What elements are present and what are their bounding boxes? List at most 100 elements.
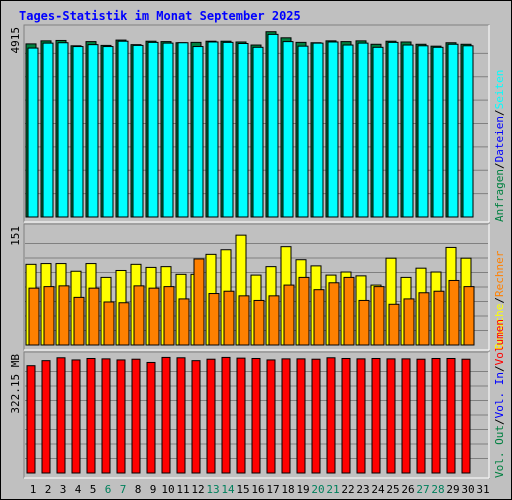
bar-seiten-day-6 <box>102 46 114 218</box>
bar-rechner-day-3 <box>58 285 70 346</box>
x-tick-label: 8 <box>135 483 142 496</box>
bar-seiten-day-14 <box>222 41 234 218</box>
bar-volumen-day-7 <box>116 359 126 474</box>
bar-seiten-day-16 <box>252 46 264 218</box>
x-tick-label: 26 <box>401 483 414 496</box>
x-tick-label: 24 <box>371 483 385 496</box>
x-tick-label: 15 <box>236 483 249 496</box>
x-tick-label: 1 <box>30 483 37 496</box>
bar-rechner-day-23 <box>358 299 370 346</box>
bar-volumen-day-19 <box>296 358 306 474</box>
bar-rechner-day-27 <box>418 292 430 346</box>
axis-max-label: 4915 <box>9 27 22 54</box>
x-tick-label: 17 <box>266 483 279 496</box>
bar-volumen-day-1 <box>26 365 36 474</box>
bar-rechner-day-25 <box>388 303 400 346</box>
bar-volumen-day-8 <box>131 358 141 474</box>
x-tick-label: 3 <box>60 483 67 496</box>
x-tick-label: 11 <box>176 483 189 496</box>
x-tick-label: 5 <box>90 483 97 496</box>
bar-seiten-day-8 <box>132 44 144 218</box>
bar-seiten-day-2 <box>42 42 54 218</box>
bar-rechner-day-16 <box>253 299 265 346</box>
bar-seiten-day-7 <box>117 40 129 218</box>
bar-rechner-day-6 <box>103 301 115 346</box>
bar-seiten-day-28 <box>432 46 444 218</box>
x-tick-label: 25 <box>386 483 399 496</box>
bar-rechner-day-1 <box>28 287 40 346</box>
bar-seiten-day-22 <box>342 44 354 218</box>
bar-volumen-day-5 <box>86 357 96 474</box>
bar-volumen-day-10 <box>161 356 171 474</box>
x-tick-label: 14 <box>221 483 235 496</box>
bar-volumen-day-28 <box>431 357 441 474</box>
bar-volumen-day-25 <box>386 358 396 474</box>
x-tick-label: 7 <box>120 483 127 496</box>
bar-volumen-day-2 <box>41 360 51 474</box>
legend-separator: / <box>493 418 506 425</box>
bar-volumen-day-18 <box>281 358 291 474</box>
bar-volumen-day-6 <box>101 358 111 474</box>
legend-separator: / <box>493 365 506 372</box>
series-legends: Anfragen/Dateien/SeitenBesuche/RechnerVo… <box>493 70 506 478</box>
legend-entry: Besuche <box>493 304 506 350</box>
x-tick-label: 21 <box>326 483 339 496</box>
chart-panels: 4915 151 322.15 MB <box>9 24 490 479</box>
x-tick-label: 10 <box>161 483 174 496</box>
bar-volumen-day-3 <box>56 357 66 474</box>
bar-rechner-day-11 <box>178 298 190 346</box>
bar-volumen-day-23 <box>356 358 366 474</box>
legend-entry: Volumen <box>493 319 506 365</box>
axis-max-label: 151 <box>9 226 22 246</box>
x-tick-label: 19 <box>296 483 309 496</box>
panel-volume: 322.15 MB <box>9 351 490 479</box>
bar-rechner-day-19 <box>298 276 310 346</box>
bar-seiten-day-4 <box>72 46 84 218</box>
bar-seiten-day-23 <box>357 42 369 218</box>
axis-max-label: 322.15 MB <box>9 354 22 414</box>
bar-volumen-day-26 <box>401 358 411 474</box>
bar-seiten-day-30 <box>462 45 474 218</box>
bar-seiten-day-19 <box>297 45 309 218</box>
x-tick-label: 29 <box>446 483 459 496</box>
legend-group: Vol. Out/Vol. In/Volumen <box>493 319 506 478</box>
bar-rechner-day-30 <box>463 286 475 346</box>
bar-rechner-day-20 <box>313 289 325 346</box>
legend-entry: Rechner <box>493 250 506 297</box>
bar-rechner-day-8 <box>133 285 145 346</box>
series-rechner <box>28 258 475 346</box>
bar-rechner-day-24 <box>373 286 385 346</box>
x-tick-label: 18 <box>281 483 294 496</box>
bar-seiten-day-9 <box>147 41 159 218</box>
series-seiten <box>27 33 474 218</box>
x-axis-labels: 1 2 3 4 5 6 7 8 9 10 11 12 13 14 15 16 17 18 19 20 21 22 23 24 2… <box>30 483 490 496</box>
bar-rechner-day-4 <box>73 296 85 346</box>
bar-volumen-day-4 <box>71 359 81 474</box>
bar-rechner-day-9 <box>148 287 160 346</box>
bar-seiten-day-3 <box>57 42 69 218</box>
legend-group: Anfragen/Dateien/Seiten <box>493 70 506 222</box>
bar-rechner-day-17 <box>268 295 280 346</box>
x-tick-label: 16 <box>251 483 264 496</box>
bar-volumen-day-21 <box>326 357 336 474</box>
bar-seiten-day-18 <box>282 41 294 218</box>
bar-volumen-day-9 <box>146 361 156 474</box>
bar-volumen-day-24 <box>371 357 381 474</box>
bar-volumen-day-15 <box>236 357 246 474</box>
bar-volumen-day-14 <box>221 356 231 474</box>
chart-title: Tages-Statistik im Monat September 2025 <box>19 9 301 23</box>
x-tick-label: 4 <box>75 483 82 496</box>
x-tick-label: 31 <box>476 483 489 496</box>
bar-seiten-day-21 <box>327 41 339 218</box>
bar-rechner-day-28 <box>433 290 445 346</box>
bar-seiten-day-15 <box>237 43 249 218</box>
legend-entry: Anfragen <box>493 169 506 222</box>
x-tick-label: 22 <box>341 483 354 496</box>
x-tick-label: 27 <box>416 483 429 496</box>
legend-group: Besuche/Rechner <box>493 250 506 350</box>
bar-seiten-day-12 <box>192 46 204 218</box>
bar-volumen-day-11 <box>176 357 186 474</box>
bar-volumen-day-12 <box>191 360 201 474</box>
